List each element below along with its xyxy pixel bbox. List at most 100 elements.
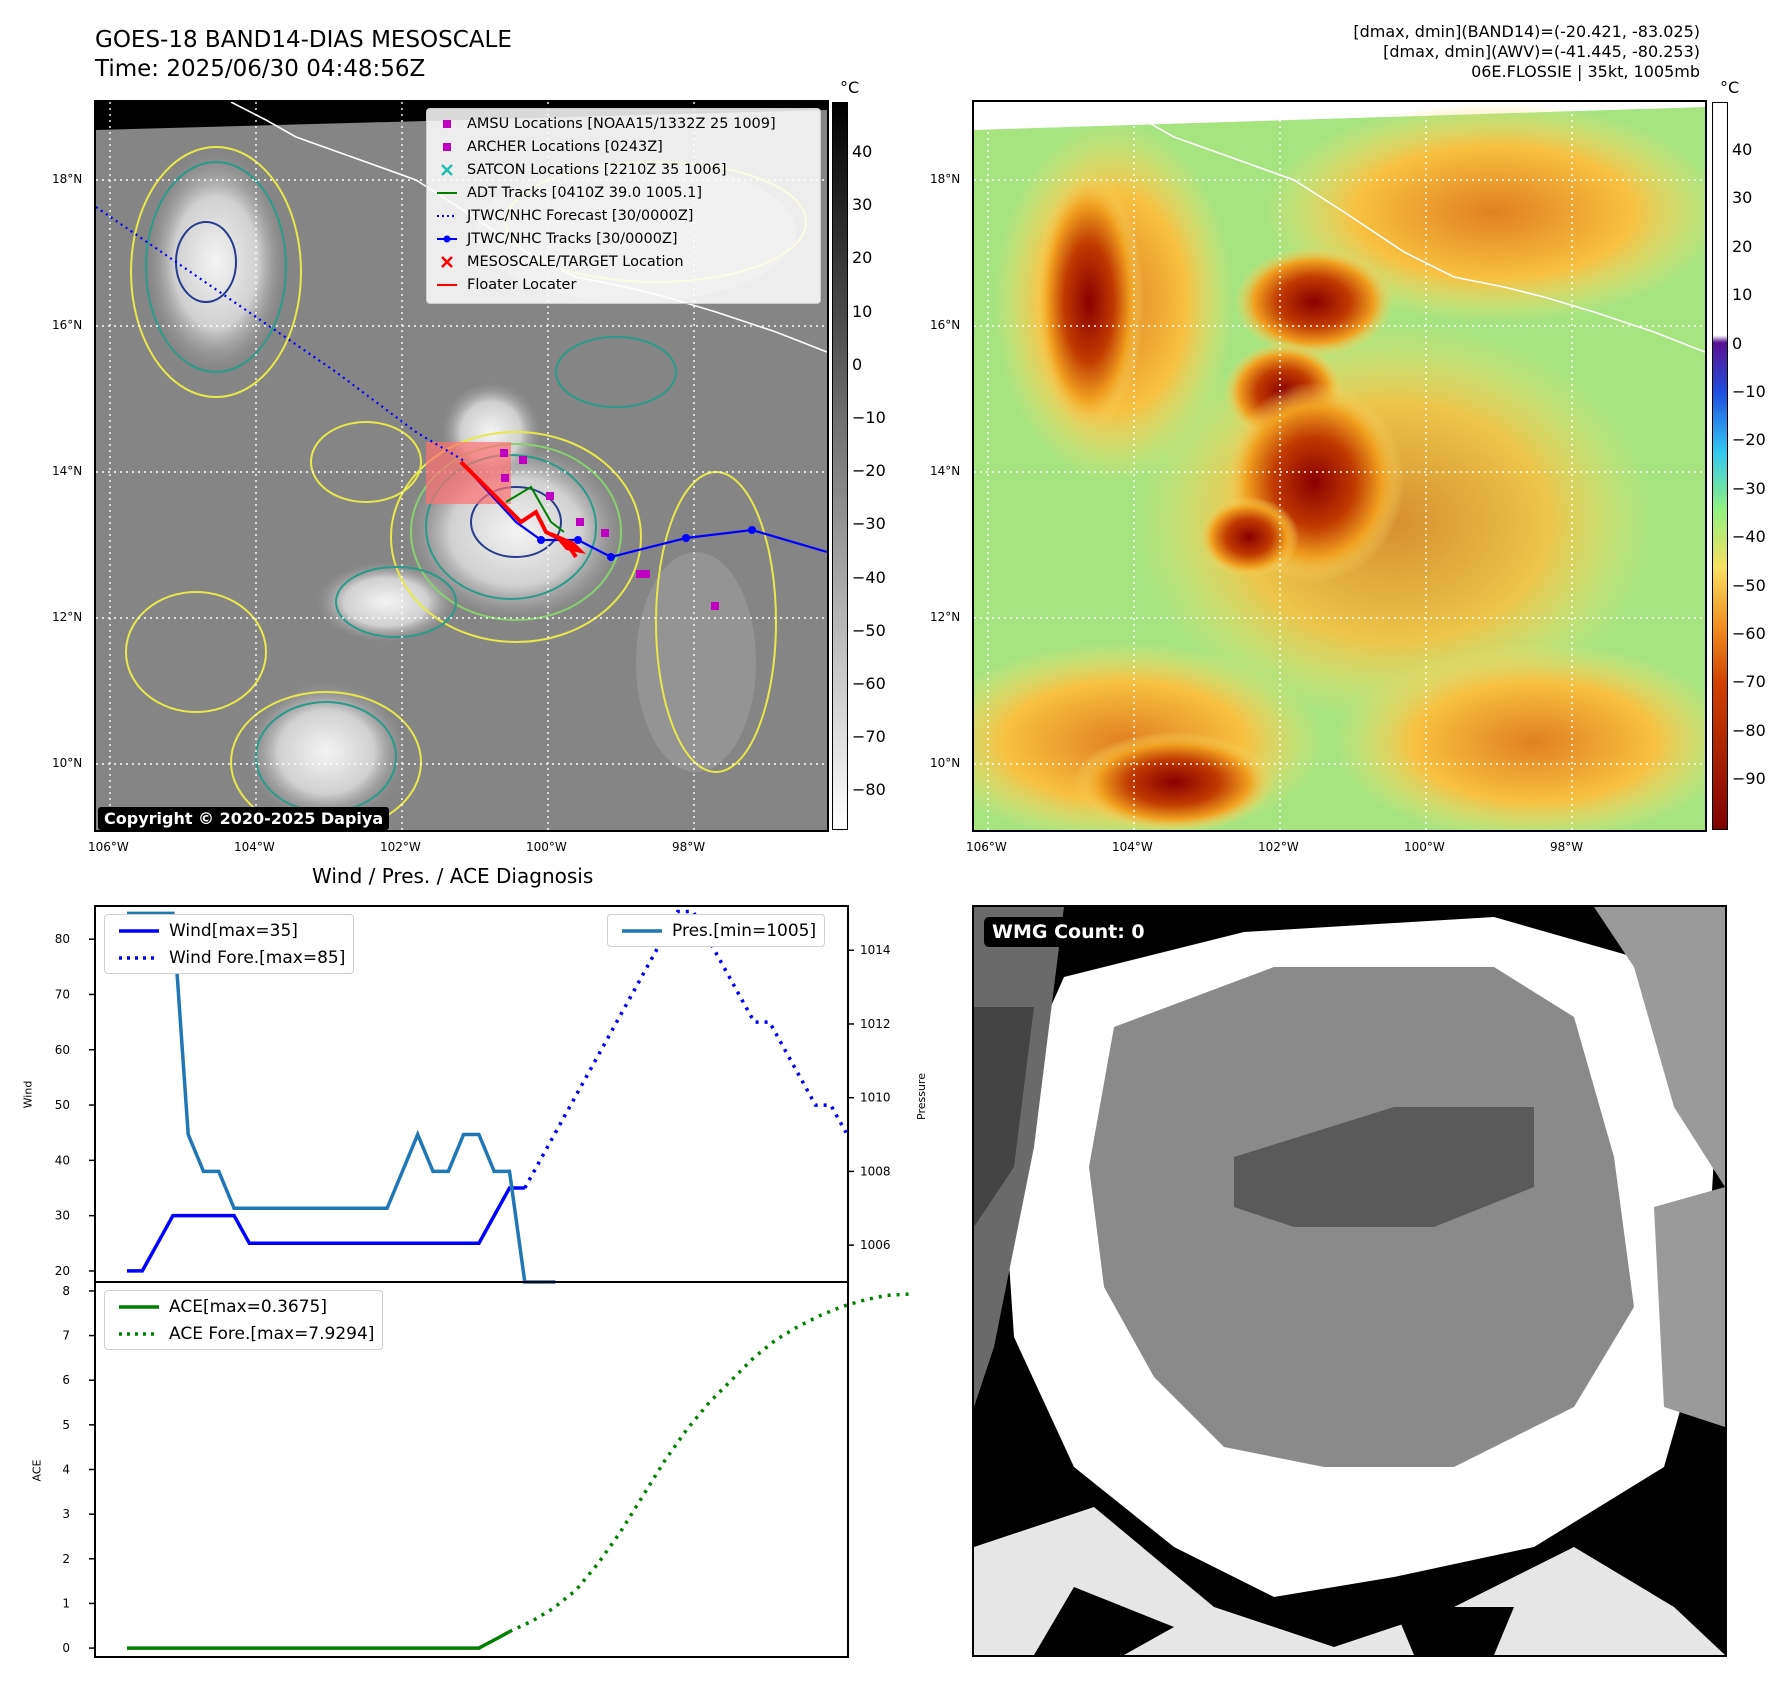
- ace-legend: ACE[max=0.3675] ACE Fore.[max=7.9294]: [104, 1290, 384, 1350]
- chart-title: GOES-18 BAND14-DIAS MESOSCALE: [95, 27, 512, 53]
- diagnosis-title: Wind / Pres. / ACE Diagnosis: [312, 864, 594, 888]
- awv-satellite-imagery: [974, 102, 1705, 830]
- pressure-axis-label: Pressure: [914, 1073, 928, 1120]
- colorbar-tick-label: −80: [1732, 720, 1766, 740]
- colorbar-tick-label: −30: [852, 514, 886, 534]
- legend-item: JTWC/NHC Forecast [30/0000Z]: [437, 207, 694, 224]
- legend-item: JTWC/NHC Tracks [30/0000Z]: [431, 227, 816, 250]
- ace-axis-tick-label: 8: [62, 1284, 70, 1298]
- colorbar-tick-label: 30: [852, 195, 873, 215]
- wind-axis-tick-label: 20: [55, 1264, 70, 1278]
- wind-axis-label: Wind: [21, 1080, 35, 1109]
- colorbar-tick-label: −60: [1732, 624, 1766, 643]
- wind-axis-tick-label: 80: [55, 932, 70, 946]
- ace-axis-tick-label: 3: [62, 1507, 70, 1521]
- storm-info: 06E.FLOSSIE | 35kt, 1005mb: [1471, 62, 1700, 81]
- copyright-label: Copyright © 2020-2025 Dapiya: [98, 807, 390, 830]
- ace-axis-tick-label: 2: [62, 1552, 70, 1566]
- wind-legend: Wind[max=35] Wind Fore.[max=85]: [104, 914, 355, 974]
- lon-label: 104°W: [234, 840, 275, 854]
- colorbar-tick-label: −50: [1732, 575, 1766, 595]
- ace-plot: 8 7 6 5 4 3 2 1 0: [62, 1281, 909, 1658]
- colorbar-tick-label: −70: [852, 727, 886, 747]
- ace-axis-tick-label: 0: [62, 1641, 70, 1655]
- legend-item: ACE[max=0.3675]: [119, 1296, 327, 1317]
- lon-label: 104°W: [1112, 840, 1153, 854]
- wmg-image: [974, 907, 1725, 1655]
- legend-item: SATCON Locations [2210Z 35 1006]: [431, 158, 816, 181]
- colorbar-tick-label: −30: [1732, 478, 1766, 498]
- lon-label: 100°W: [1404, 840, 1445, 854]
- legend-item: Wind[max=35]: [119, 920, 298, 941]
- lat-label: 14°N: [930, 464, 961, 478]
- colorbar-tick-label: 0: [1732, 333, 1743, 353]
- legend-item: AMSU Locations [NOAA15/1332Z 25 1009]: [431, 112, 816, 135]
- colorbar-tick-label: −20: [1732, 430, 1766, 450]
- colorbar-tick-label: 10: [1732, 285, 1753, 305]
- lon-label: 106°W: [88, 840, 129, 854]
- wind-axis-tick-label: 30: [55, 1209, 70, 1223]
- pressure-axis-tick-label: 1010: [860, 1091, 891, 1105]
- legend-item: Floater Locater: [437, 276, 577, 293]
- colorbar-tick-label: 0: [852, 354, 863, 374]
- ace-axis-tick-label: 6: [62, 1373, 70, 1387]
- ace-axis-tick-label: 4: [62, 1463, 70, 1477]
- ace-axis-tick-label: 7: [62, 1329, 70, 1343]
- legend-item: Wind Fore.[max=85]: [119, 947, 346, 968]
- colorbar-tick-label: 10: [852, 301, 873, 321]
- lat-label: 18°N: [52, 172, 83, 186]
- colorbar-tick-label: −90: [1732, 769, 1766, 789]
- map-legend: AMSU Locations [NOAA15/1332Z 25 1009] AR…: [426, 108, 821, 304]
- ace-series: [127, 1630, 511, 1650]
- pressure-axis-tick-label: 1014: [860, 943, 891, 957]
- lon-label: 98°W: [672, 840, 706, 854]
- legend-item: ADT Tracks [0410Z 39.0 1005.1]: [437, 184, 703, 201]
- colorbar-tick-label: 40: [1732, 140, 1753, 159]
- band14-range: [dmax, dmin](BAND14)=(-20.421, -83.025): [1353, 22, 1700, 41]
- ace-axis-tick-label: 5: [62, 1418, 70, 1432]
- lat-label: 12°N: [930, 610, 961, 624]
- lat-label: 18°N: [930, 172, 961, 186]
- pressure-axis-tick-label: 1012: [860, 1017, 891, 1031]
- wmg-count-badge: WMG Count: 0: [984, 917, 1153, 947]
- lat-label: 10°N: [52, 756, 83, 770]
- pressure-axis-tick-label: 1008: [860, 1164, 891, 1178]
- legend-item: ARCHER Locations [0243Z]: [431, 135, 816, 158]
- lon-label: 98°W: [1550, 840, 1584, 854]
- pressure-series: [127, 911, 556, 1284]
- grayscale-colorbar: [832, 102, 848, 830]
- wmg-panel: WMG Count: 0: [972, 905, 1727, 1657]
- lon-label: 102°W: [380, 840, 421, 854]
- color-colorbar: [1712, 102, 1728, 830]
- lon-label: 106°W: [966, 840, 1007, 854]
- colorbar-tick-label: 30: [1732, 188, 1753, 208]
- colorbar-tick-label: 20: [1732, 236, 1753, 256]
- lat-label: 16°N: [930, 318, 961, 332]
- colorbar-tick-label: −50: [852, 620, 886, 640]
- lat-label: 16°N: [52, 318, 83, 332]
- chart-time: Time: 2025/06/30 04:48:56Z: [95, 56, 426, 82]
- colorbar-tick-label: −40: [1732, 527, 1766, 547]
- colorbar-tick-label: −70: [1732, 672, 1766, 692]
- lat-label: 10°N: [930, 756, 961, 770]
- colorbar-tick-label: −60: [852, 674, 886, 693]
- colorbar-tick-label: 20: [852, 248, 873, 268]
- ir-satellite-map: AMSU Locations [NOAA15/1332Z 25 1009] AR…: [94, 100, 829, 832]
- colorbar-tick-label: −10: [852, 408, 886, 427]
- colorbar-tick-label: −80: [852, 780, 886, 800]
- colorbar-tick-label: −40: [852, 567, 886, 587]
- legend-item: ACE Fore.[max=7.9294]: [119, 1323, 375, 1344]
- awv-range: [dmax, dmin](AWV)=(-41.445, -80.253): [1383, 42, 1700, 61]
- legend-item: MESOSCALE/TARGET Location: [431, 250, 816, 273]
- lon-label: 100°W: [526, 840, 567, 854]
- colorbar-tick-label: 40: [852, 142, 873, 161]
- colorbar-tick-label: −10: [1732, 382, 1766, 401]
- colorbar-unit: °C: [840, 78, 860, 97]
- lat-label: 12°N: [52, 610, 83, 624]
- colorbar-unit: °C: [1720, 78, 1740, 97]
- awv-satellite-map: [972, 100, 1707, 832]
- lat-label: 14°N: [52, 464, 83, 478]
- lon-label: 102°W: [1258, 840, 1299, 854]
- wind-axis-tick-label: 70: [55, 987, 70, 1001]
